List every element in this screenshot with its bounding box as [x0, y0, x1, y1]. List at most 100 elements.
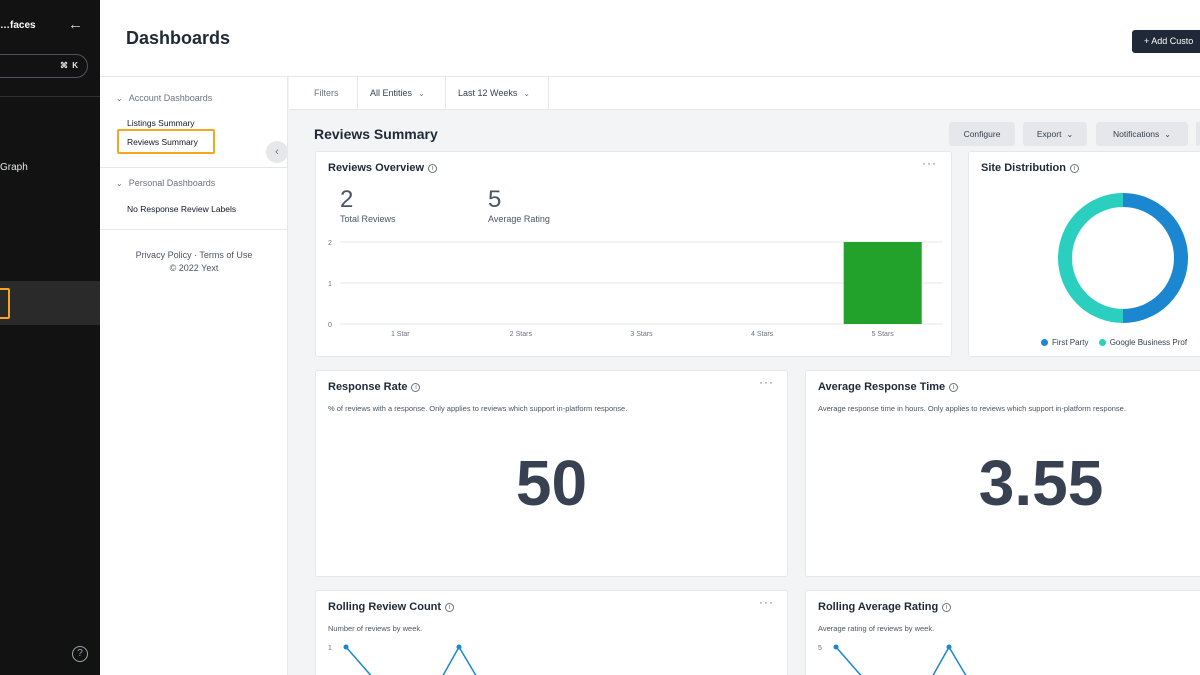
- filters-label: Filters: [314, 88, 339, 98]
- y-tick-label: 0: [328, 322, 332, 329]
- y-tick-label: 5: [818, 645, 822, 652]
- export-button[interactable]: Export ⌄: [1023, 122, 1087, 146]
- info-icon[interactable]: i: [942, 603, 952, 612]
- section-title: Reviews Summary: [314, 126, 438, 142]
- sidebar-footer: Privacy Policy · Terms of Use © 2022 Yex…: [100, 249, 288, 275]
- card-title: Site Distribution i: [981, 162, 1079, 174]
- rolling-average-rating-card: Rolling Average Rating i Average rating o…: [805, 590, 1200, 675]
- privacy-terms-links[interactable]: Privacy Policy · Terms of Use: [135, 250, 253, 260]
- series-line: [835, 646, 862, 675]
- card-menu-icon[interactable]: ···: [759, 375, 774, 389]
- sidebar-item-no-response-labels[interactable]: No Response Review Labels: [127, 204, 237, 214]
- filters-bar: Filters All Entities ⌄ Last 12 Weeks ⌄: [289, 77, 1200, 110]
- legend-item-google[interactable]: Google Business Prof: [1098, 338, 1187, 347]
- info-icon[interactable]: i: [1069, 164, 1079, 173]
- legend-dot-icon: [1098, 339, 1106, 346]
- nav-divider: [0, 96, 100, 97]
- chevron-down-icon: ⌄: [116, 179, 123, 188]
- info-icon[interactable]: i: [949, 383, 959, 392]
- card-title: Average Response Time i: [818, 381, 959, 393]
- chevron-down-icon: ⌄: [1066, 130, 1074, 139]
- average-response-time-value: 3.55: [978, 447, 1104, 519]
- rolling-review-count-card: Rolling Review Count i ··· Number of revi…: [315, 590, 788, 675]
- sidebar-divider: [100, 229, 288, 230]
- card-subtitle: % of reviews with a response. Only appli…: [328, 404, 628, 413]
- data-point: [833, 644, 839, 650]
- main-nav: …faces ← ⌘ K Graph ?: [0, 0, 100, 675]
- info-icon[interactable]: i: [411, 383, 421, 392]
- x-tick-label: 1 Star: [391, 331, 410, 338]
- series-line: [345, 646, 372, 675]
- reviews-by-rating-chart: 0 1 2 1 Star 2 Stars 3 Stars 4 Stars 5 Stars: [328, 240, 943, 338]
- site-distribution-donut: [1058, 193, 1188, 323]
- reviews-overview-card: Reviews Overview i ··· 2 Total Reviews 5 …: [315, 151, 952, 357]
- series-line: [932, 645, 967, 675]
- y-tick-label: 1: [328, 281, 332, 288]
- response-rate-value: 50: [515, 447, 588, 519]
- site-distribution-card: Site Distribution i First Party Google Bu…: [968, 151, 1200, 357]
- total-reviews-value: 2: [340, 186, 354, 213]
- average-rating-value: 5: [488, 186, 502, 213]
- more-toolbar-button[interactable]: [1196, 122, 1200, 146]
- add-custom-dashboard-button[interactable]: + Add Custo: [1132, 30, 1200, 53]
- bar-5: [843, 242, 922, 324]
- data-point: [946, 644, 952, 650]
- total-reviews-label: Total Reviews: [340, 214, 396, 224]
- nav-search-input[interactable]: ⌘ K: [0, 54, 88, 78]
- period-filter-dropdown[interactable]: Last 12 Weeks ⌄: [445, 77, 549, 110]
- chart-legend: First Party Google Business Prof: [1041, 338, 1187, 347]
- card-menu-icon[interactable]: ···: [759, 595, 774, 609]
- card-subtitle: Number of reviews by week.: [328, 624, 423, 633]
- x-tick-label: 2 Stars: [510, 331, 533, 338]
- legend-item-first-party[interactable]: First Party: [1041, 338, 1088, 347]
- response-rate-card: Response Rate i ··· % of reviews with a r…: [315, 370, 788, 577]
- rolling-rating-line-chart: 5: [818, 644, 967, 675]
- nav-item-active[interactable]: [0, 281, 100, 325]
- dashboard-sidebar: ⌄ Account Dashboards Listings Summary Rev…: [100, 77, 288, 675]
- sidebar-item-listings-summary[interactable]: Listings Summary: [127, 118, 195, 128]
- chevron-down-icon: ⌄: [1164, 130, 1171, 139]
- legend-dot-icon: [1041, 339, 1048, 346]
- y-tick-label: 1: [328, 645, 332, 652]
- rolling-count-line-chart: 1: [328, 644, 477, 675]
- x-tick-label: 4 Stars: [751, 331, 774, 338]
- sidebar-group-account[interactable]: ⌄ Account Dashboards: [116, 93, 213, 103]
- average-rating-label: Average Rating: [488, 214, 550, 224]
- sidebar-group-personal[interactable]: ⌄ Personal Dashboards: [116, 178, 216, 188]
- chevron-down-icon: ⌄: [116, 94, 123, 103]
- notifications-button[interactable]: Notifications ⌄: [1096, 122, 1188, 146]
- copyright: © 2022 Yext: [169, 263, 219, 273]
- collapse-sidebar-button[interactable]: ‹: [266, 141, 288, 163]
- y-tick-label: 2: [328, 240, 332, 247]
- sidebar-divider: [100, 167, 288, 168]
- info-icon[interactable]: i: [428, 164, 438, 173]
- x-tick-label: 3 Stars: [630, 331, 653, 338]
- nav-active-highlight: [0, 288, 10, 319]
- nav-item-graph[interactable]: Graph: [0, 162, 28, 173]
- data-point: [343, 644, 349, 650]
- data-point: [456, 644, 462, 650]
- search-shortcut: ⌘ K: [60, 61, 79, 70]
- series-line: [442, 645, 477, 675]
- nav-title: …faces: [0, 20, 36, 31]
- chevron-down-icon: ⌄: [523, 89, 531, 98]
- entities-filter-dropdown[interactable]: All Entities ⌄: [357, 77, 445, 110]
- average-response-time-card: Average Response Time i Average response …: [805, 370, 1200, 577]
- page-title: Dashboards: [126, 28, 231, 48]
- chevron-down-icon: ⌄: [418, 89, 425, 98]
- card-title: Rolling Average Rating i: [818, 601, 952, 613]
- x-tick-label: 5 Stars: [872, 331, 895, 338]
- donut-slice-1: [1122, 193, 1188, 323]
- card-title: Rolling Review Count i: [328, 601, 455, 613]
- card-menu-icon[interactable]: ···: [922, 156, 937, 170]
- info-icon[interactable]: i: [445, 603, 455, 612]
- card-subtitle: Average rating of reviews by week.: [818, 624, 935, 633]
- page-header: Dashboards + Add Custo: [100, 0, 1200, 77]
- card-title: Response Rate i: [328, 381, 421, 393]
- card-title: Reviews Overview i: [328, 162, 438, 174]
- back-arrow-icon[interactable]: ←: [68, 16, 83, 33]
- help-icon[interactable]: ?: [72, 646, 88, 662]
- sidebar-item-reviews-summary[interactable]: Reviews Summary: [117, 129, 215, 154]
- configure-button[interactable]: Configure: [949, 122, 1015, 146]
- card-subtitle: Average response time in hours. Only app…: [818, 404, 1126, 413]
